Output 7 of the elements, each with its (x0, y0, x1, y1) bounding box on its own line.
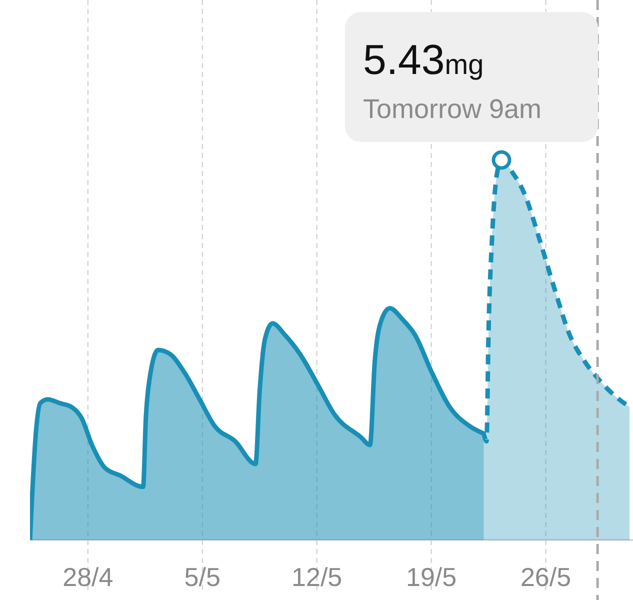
text: Tomorrow 9am (363, 94, 542, 124)
x-tick-label: 26/5 (520, 562, 572, 592)
text: 5.43mg (363, 36, 484, 83)
x-tick-label: 28/4 (62, 562, 114, 592)
x-tick-label: 19/5 (406, 562, 457, 592)
x-tick-label: 12/5 (292, 562, 342, 592)
x-tick-label: 5/5 (184, 562, 220, 592)
